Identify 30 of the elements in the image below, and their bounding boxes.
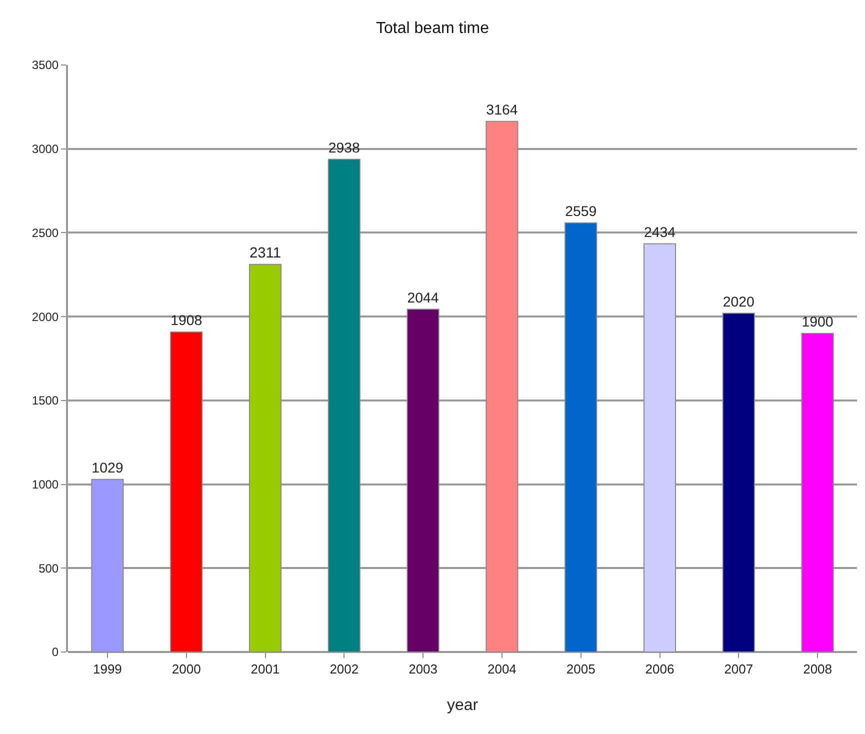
data-label: 2311 <box>249 245 282 262</box>
y-tick-label: 0 <box>52 645 59 660</box>
x-tick-label: 2006 <box>645 662 674 677</box>
x-tick-label: 2000 <box>172 662 201 677</box>
y-tick-label: 1500 <box>32 394 59 408</box>
data-label: 2044 <box>407 290 439 306</box>
x-tick-label: 2002 <box>330 662 359 677</box>
x-tick-label: 2007 <box>724 662 754 677</box>
x-tick-label: 2001 <box>250 662 280 677</box>
x-axis-title: year <box>446 697 479 714</box>
x-tick-label: 1999 <box>92 662 122 677</box>
y-tick-label: 1000 <box>32 477 59 492</box>
data-label: 2020 <box>722 294 755 310</box>
data-label: 1900 <box>802 314 834 331</box>
x-tick-label: 2005 <box>566 662 596 677</box>
y-tick-label: 2000 <box>32 310 59 324</box>
y-tick-label: 2500 <box>32 226 59 240</box>
data-label: 1908 <box>170 313 202 330</box>
data-label: 2559 <box>565 204 597 220</box>
y-tick-label: 3500 <box>32 58 59 72</box>
x-tick-label: 2003 <box>408 662 438 677</box>
y-tick-label: 500 <box>38 561 59 576</box>
data-label: 1029 <box>92 460 124 477</box>
y-tick-label: 3000 <box>32 142 59 156</box>
x-tick-label: 2008 <box>803 662 832 677</box>
data-label: 3164 <box>486 102 518 119</box>
data-label: 2938 <box>328 140 360 156</box>
x-tick-label: 2004 <box>487 662 516 677</box>
chart-title: Total beam time <box>376 20 490 38</box>
data-label: 2434 <box>644 225 676 241</box>
